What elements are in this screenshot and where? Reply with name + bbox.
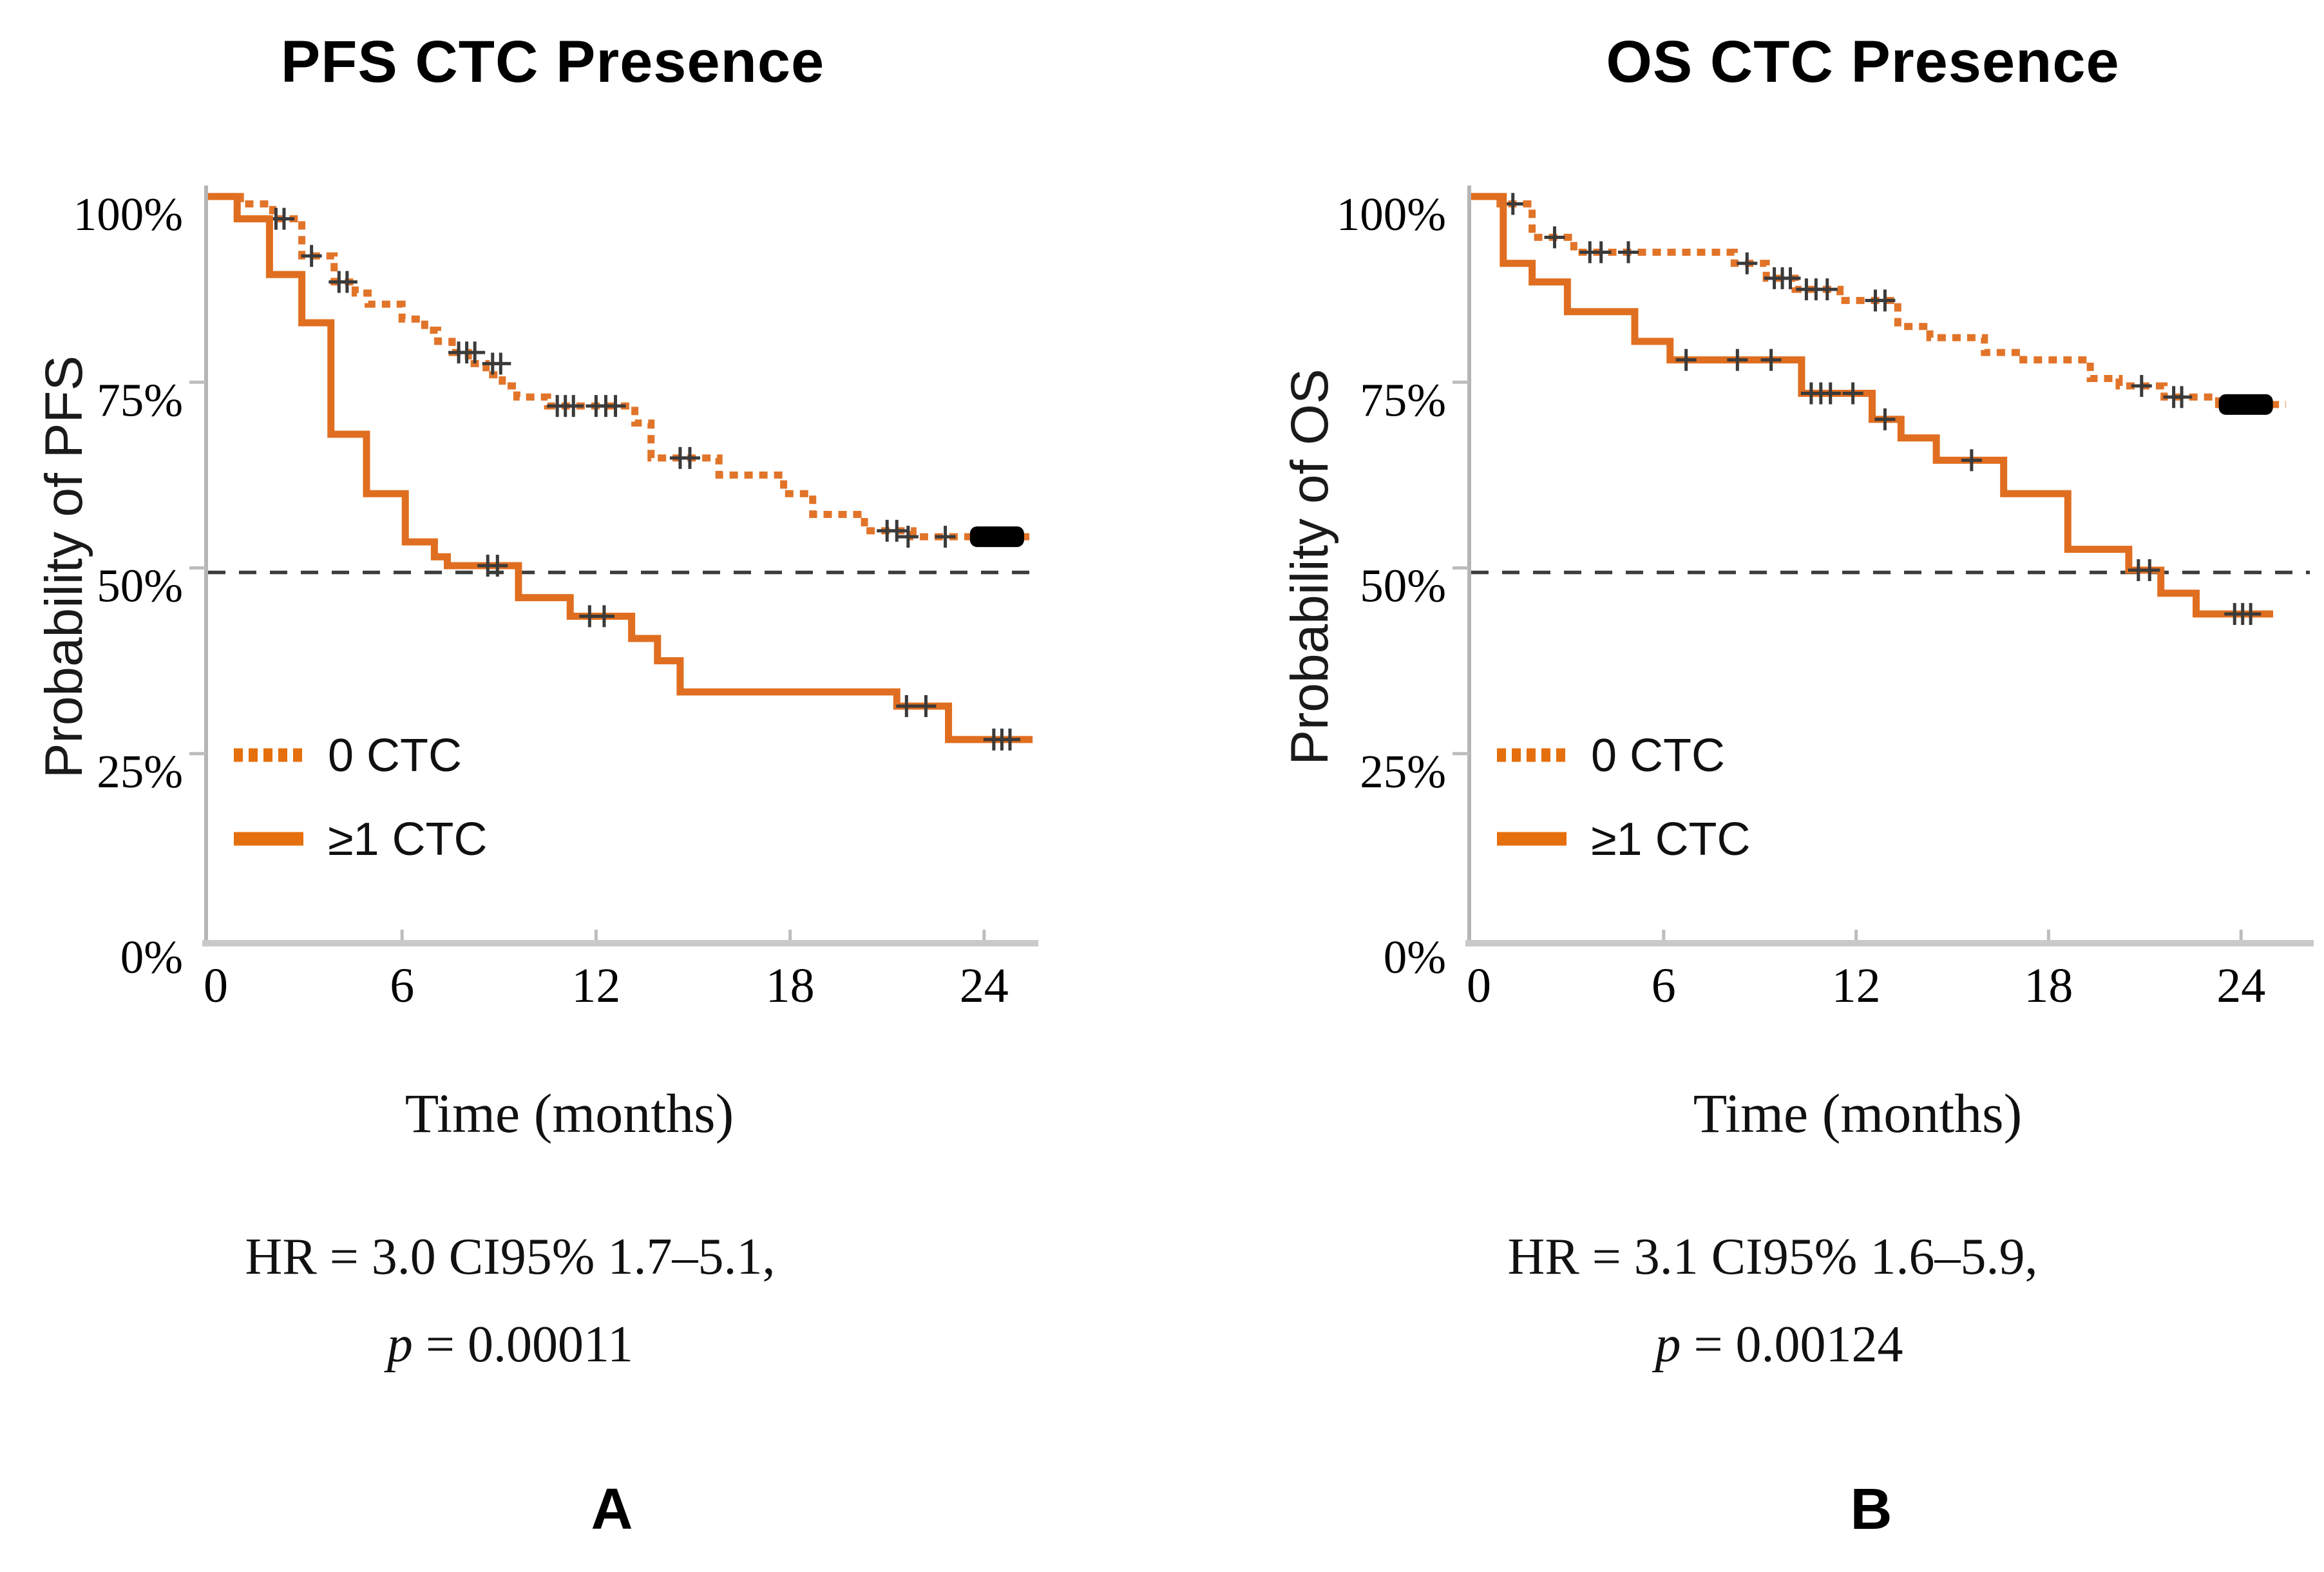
- panel-label-b: B: [1850, 1477, 1892, 1542]
- x-tick-mark: [594, 930, 598, 940]
- x-tick-mark: [2239, 930, 2243, 940]
- y-tick-mark: [1452, 752, 1469, 756]
- censor-end-block: [969, 526, 1024, 548]
- y-axis-title: Probability of PFS: [35, 355, 93, 779]
- x-tick-label: 24: [960, 959, 1009, 1013]
- p-value: = 0.00011: [412, 1316, 634, 1373]
- x-tick-mark: [982, 930, 986, 940]
- p-value-text: p = 0.00011: [387, 1316, 633, 1374]
- chart-title-os: OS CTC Presence: [1606, 29, 2120, 95]
- km-curve-ge1ctc: [208, 193, 1033, 743]
- y-tick-label: 25%: [1360, 745, 1446, 798]
- p-value-text: p = 0.00124: [1655, 1316, 1903, 1374]
- hr-stats-text: HR = 3.0 CI95% 1.7–5.1,: [245, 1229, 776, 1285]
- p-symbol: p: [1655, 1316, 1681, 1373]
- y-tick-label: 50%: [1360, 560, 1446, 612]
- x-tick-label: 18: [2024, 959, 2073, 1013]
- y-tick-mark: [1452, 566, 1469, 570]
- x-axis-title: Time (months): [405, 1082, 734, 1144]
- y-tick-label: 50%: [97, 560, 183, 612]
- y-tick-label: 0%: [1384, 931, 1446, 983]
- y-tick-mark: [189, 380, 206, 384]
- km-curve-0ctc: [208, 193, 1030, 541]
- x-tick-label: 12: [571, 959, 620, 1013]
- y-tick-mark: [189, 566, 206, 570]
- x-tick-label: 0: [204, 959, 228, 1013]
- p-value: = 0.00124: [1681, 1316, 1903, 1373]
- y-axis-line: [204, 186, 208, 944]
- y-tick-mark: [189, 752, 206, 756]
- x-axis-title: Time (months): [1693, 1082, 2023, 1144]
- y-axis-title: Probability of OS: [1281, 369, 1339, 765]
- legend-label: ≥1 CTC: [328, 814, 488, 865]
- chart-title-pfs: PFS CTC Presence: [280, 29, 825, 95]
- p-symbol: p: [386, 1316, 413, 1373]
- legend-label: 0 CTC: [328, 730, 462, 781]
- y-tick-label: 25%: [97, 745, 183, 798]
- y-tick-label: 75%: [97, 374, 183, 426]
- x-tick-label: 6: [1652, 959, 1676, 1013]
- x-tick-mark: [1854, 930, 1858, 940]
- y-tick-label: 0%: [120, 931, 183, 983]
- x-tick-mark: [2046, 930, 2050, 940]
- panel-label-a: A: [591, 1477, 633, 1542]
- x-axis-line: [1465, 940, 2314, 946]
- x-tick-label: 12: [1832, 959, 1881, 1013]
- y-tick-label: 100%: [73, 188, 183, 240]
- x-tick-mark: [400, 930, 404, 940]
- x-tick-mark: [788, 930, 792, 940]
- censor-end-block: [2218, 394, 2273, 415]
- x-tick-label: 0: [1467, 959, 1491, 1013]
- y-tick-mark: [1452, 380, 1469, 384]
- y-tick-label: 100%: [1337, 188, 1446, 240]
- km-curve-0ctc: [1471, 193, 2286, 408]
- x-tick-label: 18: [766, 959, 815, 1013]
- x-tick-mark: [1662, 930, 1666, 940]
- km-panel-os: 0 6 12 18 24 100% 75% 50% 25% 0% 0 CTC ≥1 CTC OS CT…: [1162, 0, 2324, 1572]
- legend-label: 0 CTC: [1591, 730, 1725, 781]
- x-tick-label: 24: [2216, 959, 2265, 1013]
- x-tick-label: 6: [390, 959, 414, 1013]
- y-axis-line: [1467, 186, 1471, 944]
- legend-label: ≥1 CTC: [1591, 814, 1751, 865]
- x-axis-line: [202, 940, 1038, 946]
- pfs-survival-plot: 0 6 12 18 24 100% 75% 50% 25% 0% 0 CTC ≥1 CTC: [73, 186, 1038, 1013]
- os-survival-plot: 0 6 12 18 24 100% 75% 50% 25% 0% 0 CTC ≥1 CTC: [1337, 186, 2314, 1013]
- y-tick-label: 75%: [1360, 374, 1446, 426]
- hr-stats-text: HR = 3.1 CI95% 1.6–5.9,: [1507, 1229, 2038, 1285]
- km-panel-pfs: 0 6 12 18 24 100% 75% 50% 25% 0% 0 CTC ≥1 CTC PFS C…: [35, 29, 1038, 1542]
